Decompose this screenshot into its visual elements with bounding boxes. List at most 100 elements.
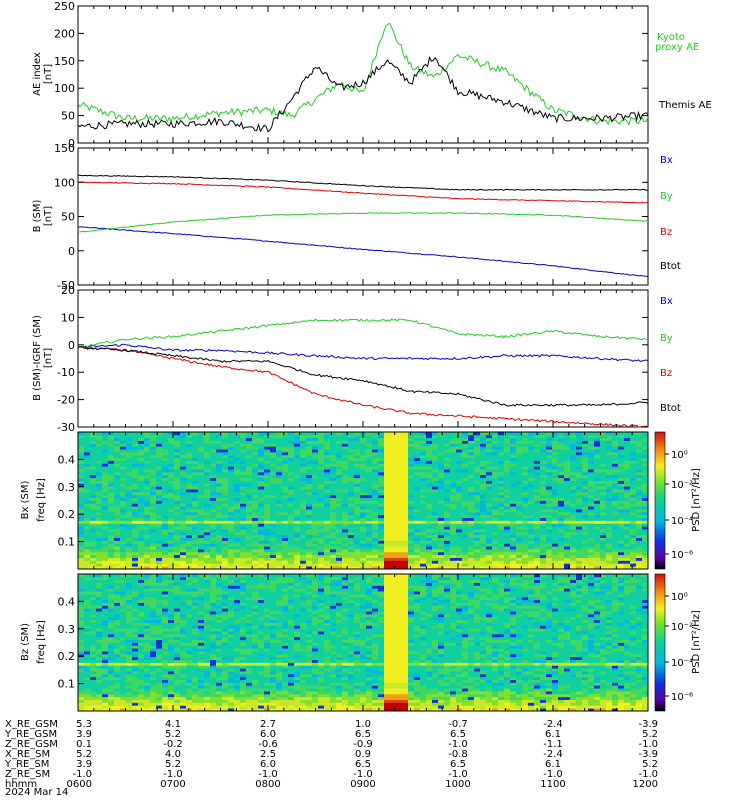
spectrogram-cell bbox=[282, 432, 289, 436]
spec-bx-cbar-label: PSD [nT²/Hz] bbox=[691, 468, 702, 532]
spectrogram-cell bbox=[576, 529, 583, 533]
spectrogram-cell bbox=[78, 685, 85, 689]
spectrogram-cell bbox=[468, 432, 475, 436]
spectrogram-cell bbox=[246, 509, 253, 513]
spectrogram-cell bbox=[432, 529, 439, 533]
spectrogram-cell bbox=[162, 477, 169, 481]
spectrogram-cell bbox=[240, 523, 247, 527]
spectrogram-cell bbox=[360, 551, 367, 556]
spectrogram-cell bbox=[438, 557, 445, 561]
spectrogram-cell bbox=[474, 460, 481, 464]
spectrogram-cell bbox=[594, 477, 601, 481]
spectrogram-cell bbox=[630, 466, 637, 470]
spectrogram-cell bbox=[492, 469, 499, 473]
spectrogram-cell bbox=[126, 432, 133, 436]
spectrogram-cell bbox=[426, 537, 433, 541]
spectrogram-cell bbox=[336, 469, 343, 473]
spectrogram-cell bbox=[444, 466, 451, 470]
spectrogram-cell bbox=[570, 531, 577, 536]
spectrogram-cell bbox=[606, 514, 613, 519]
spectrogram-cell bbox=[486, 557, 493, 561]
spectrogram-cell bbox=[552, 486, 559, 490]
spectrogram-cell bbox=[114, 446, 121, 450]
spectrogram-cell bbox=[564, 500, 571, 504]
spectrogram-cell bbox=[414, 486, 421, 490]
spectrogram-cell bbox=[570, 491, 577, 496]
spectrogram-cell bbox=[420, 460, 427, 464]
spectrogram-cell bbox=[132, 511, 139, 516]
spectrogram-cell bbox=[420, 549, 427, 553]
spectrogram-cell bbox=[438, 520, 445, 524]
spectrogram-cell bbox=[270, 451, 277, 456]
spectrogram-cell bbox=[204, 520, 211, 524]
spectrogram-cell bbox=[90, 483, 97, 487]
spectrogram-cell bbox=[330, 511, 337, 516]
spectrogram-cell bbox=[342, 471, 349, 476]
spectrogram-cell bbox=[552, 560, 559, 564]
spectrogram-cell bbox=[612, 529, 619, 533]
spectrogram-cell bbox=[498, 566, 505, 570]
spectrogram-cell bbox=[144, 489, 151, 493]
spectrogram-cell bbox=[546, 546, 553, 550]
spectrogram-cell bbox=[264, 500, 271, 504]
spectrogram-cell bbox=[288, 469, 295, 473]
spectrogram-cell bbox=[594, 446, 601, 450]
spectrogram-cell bbox=[168, 503, 175, 507]
spectrogram-cell bbox=[132, 509, 139, 513]
spectrogram-cell bbox=[192, 534, 199, 538]
spectrogram-cell bbox=[570, 469, 577, 473]
spectrogram-cell bbox=[144, 506, 151, 510]
spectrogram-cell bbox=[462, 554, 469, 558]
spectrogram-cell bbox=[258, 554, 265, 558]
spectrogram-cell bbox=[96, 451, 103, 456]
spectrogram-cell bbox=[240, 437, 247, 441]
spectrogram-cell bbox=[168, 483, 175, 487]
spectrogram-cell bbox=[396, 503, 403, 507]
spectrogram-cell bbox=[288, 489, 295, 493]
spectrogram-cell bbox=[642, 440, 649, 444]
spectrogram-cell bbox=[516, 531, 523, 536]
spectrogram-cell bbox=[372, 540, 379, 544]
spectrogram-cell bbox=[96, 529, 103, 533]
spectrogram-cell bbox=[450, 506, 457, 510]
spectrogram-cell bbox=[306, 440, 313, 444]
spectrogram-cell bbox=[210, 549, 217, 553]
spectrogram-cell bbox=[366, 543, 373, 547]
spectrogram-cell bbox=[408, 469, 415, 473]
spectrogram-cell bbox=[456, 483, 463, 487]
spectrogram-cell bbox=[144, 494, 151, 499]
spectrogram-cell bbox=[264, 509, 271, 513]
spectrogram-cell bbox=[90, 451, 97, 456]
spectrogram-cell bbox=[540, 466, 547, 470]
spectrogram-cell bbox=[306, 549, 313, 553]
spectrogram-cell bbox=[594, 480, 601, 484]
spectrogram-cell bbox=[84, 540, 91, 544]
spectrogram-cell bbox=[120, 477, 127, 481]
spectrogram-cell bbox=[150, 523, 157, 527]
spectrogram-cell bbox=[138, 434, 145, 439]
spectrogram-cell bbox=[636, 469, 643, 473]
spectrogram-cell bbox=[330, 531, 337, 536]
spectrogram-cell bbox=[432, 563, 439, 567]
spectrogram-cell bbox=[156, 483, 163, 487]
spectrogram-cell bbox=[90, 531, 97, 536]
spectrogram-cell bbox=[192, 466, 199, 470]
spectrogram-cell bbox=[366, 503, 373, 507]
spectrogram-cell bbox=[522, 494, 529, 499]
spectrogram-cell bbox=[600, 506, 607, 510]
spectrogram-cell bbox=[318, 449, 325, 453]
spectrogram-cell bbox=[186, 517, 193, 521]
spectrogram-cell bbox=[342, 432, 349, 436]
spectrogram-cell bbox=[462, 440, 469, 444]
spectrogram-cell bbox=[258, 563, 265, 567]
spectrogram-cell bbox=[168, 531, 175, 536]
spectrogram-cell bbox=[600, 517, 607, 521]
spectrogram-cell bbox=[366, 489, 373, 493]
spectrogram-cell bbox=[558, 503, 565, 507]
spectrogram-cell bbox=[264, 566, 271, 570]
spectrogram-cell bbox=[384, 474, 391, 479]
spectrogram-cell bbox=[576, 520, 583, 524]
spectrogram-cell bbox=[84, 543, 91, 547]
spectrogram-cell bbox=[624, 537, 631, 541]
spectrogram-cell bbox=[282, 469, 289, 473]
